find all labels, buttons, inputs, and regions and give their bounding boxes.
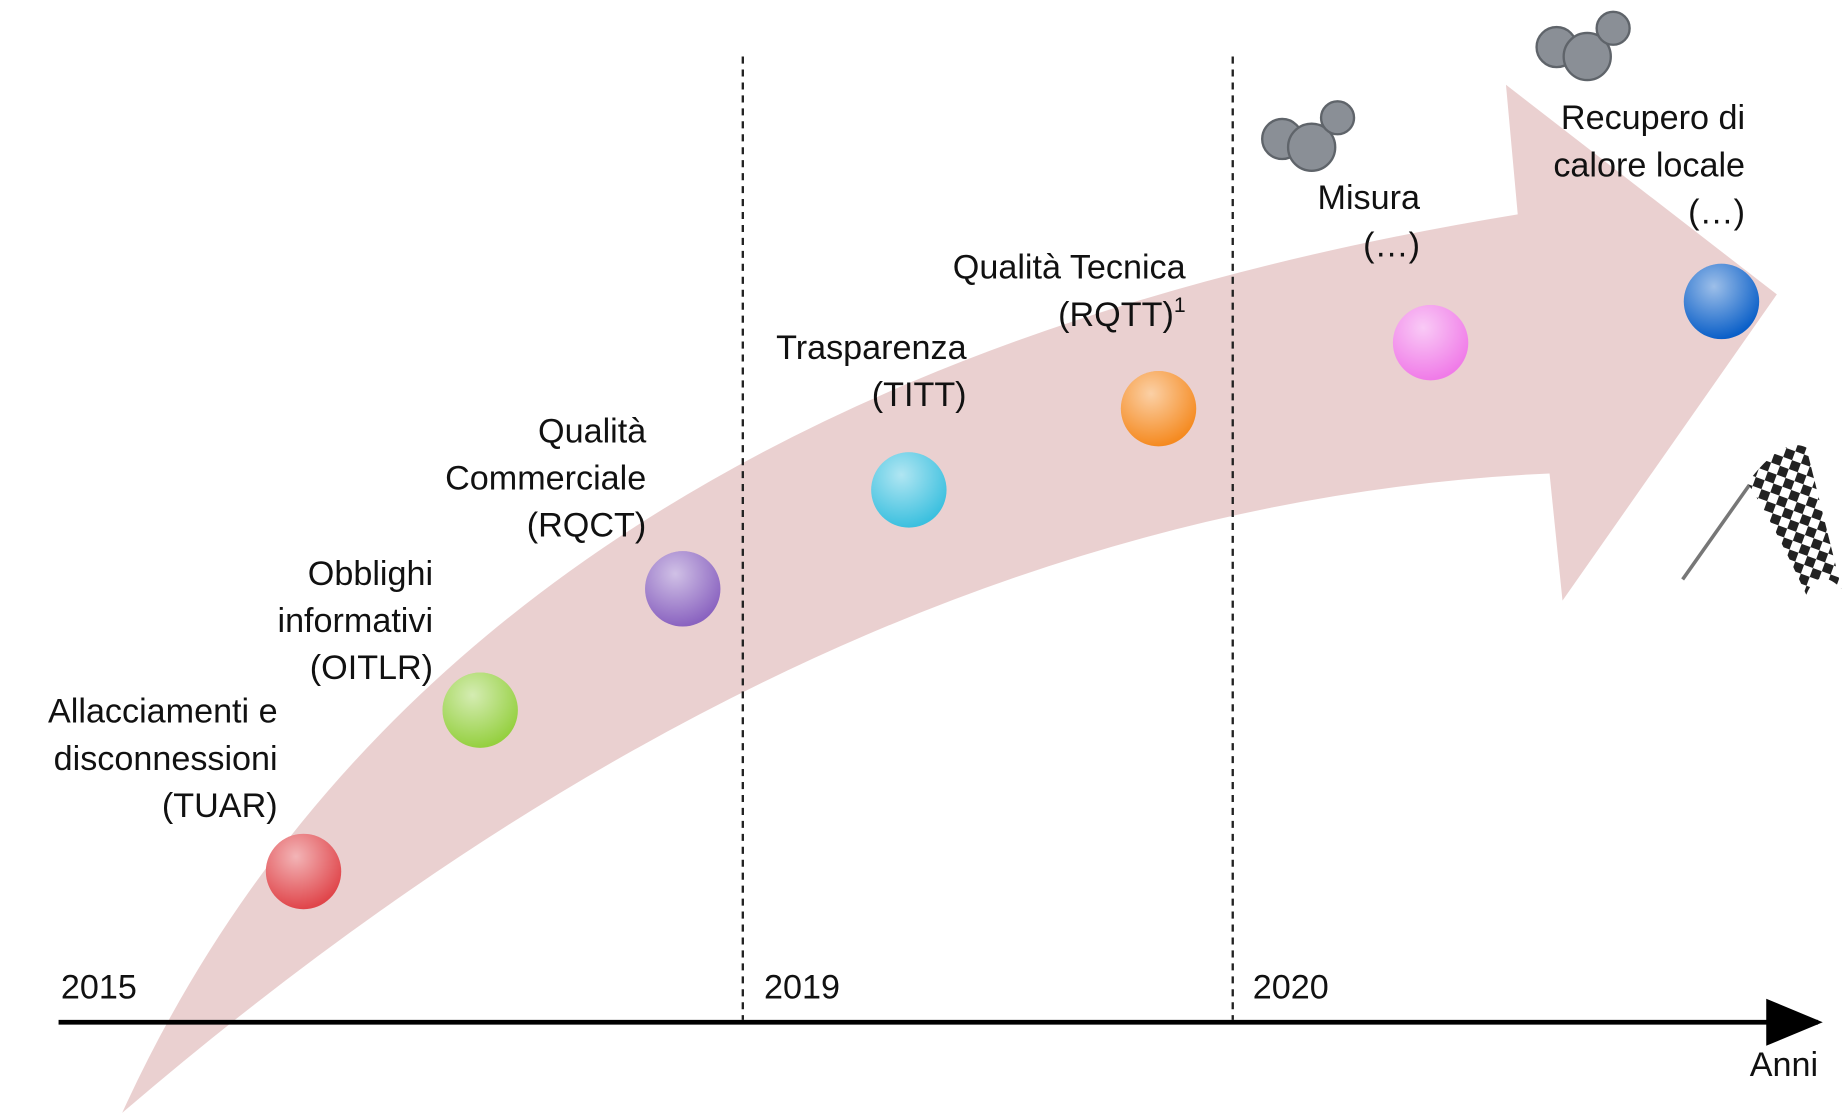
timeline-diagram: 2015 2019 2020 Anni Allacciamenti e disconnes…	[0, 0, 1846, 1120]
year-label: 2020	[1253, 968, 1329, 1006]
milestone-label: Obblighi	[308, 555, 433, 593]
milestone-label: (RQCT)	[527, 507, 646, 545]
milestone-label: (TUAR)	[162, 787, 278, 825]
milestone-label: (OITLR)	[310, 649, 433, 687]
milestone-label: Misura	[1318, 179, 1420, 217]
progress-arrow	[122, 85, 1777, 1113]
milestone-label: informativi	[277, 602, 433, 640]
milestone-label: Allacciamenti e	[48, 693, 278, 731]
milestone-label-text: (RQTT)	[1058, 296, 1174, 334]
milestone-shine	[266, 834, 341, 909]
year-label: 2019	[764, 968, 840, 1006]
milestone-shine	[1121, 371, 1196, 446]
milestone-label: Trasparenza	[776, 329, 966, 367]
footnote-marker: 1	[1174, 294, 1186, 317]
milestone-label: disconnessioni	[54, 740, 278, 778]
milestone-shine	[1393, 305, 1468, 380]
milestone-label: calore locale	[1553, 146, 1745, 184]
milestone-label: (RQTT)1	[1058, 294, 1185, 334]
milestone-label: (TITT)	[872, 376, 967, 414]
axis-label: Anni	[1750, 1046, 1818, 1084]
milestone-shine	[645, 551, 720, 626]
milestone-label: Recupero di	[1561, 99, 1745, 137]
finish-flag	[1683, 445, 1842, 595]
milestone-shine	[871, 452, 946, 527]
milestone-label: Commerciale	[445, 460, 646, 498]
milestone-label: (…)	[1363, 226, 1420, 264]
milestone-label: (…)	[1688, 193, 1745, 231]
milestone-label: Qualità	[538, 412, 646, 450]
milestone-label: Qualità Tecnica	[953, 249, 1186, 287]
milestone-shine	[1684, 264, 1759, 339]
milestone-shine	[442, 672, 517, 747]
year-label: 2015	[61, 968, 137, 1006]
